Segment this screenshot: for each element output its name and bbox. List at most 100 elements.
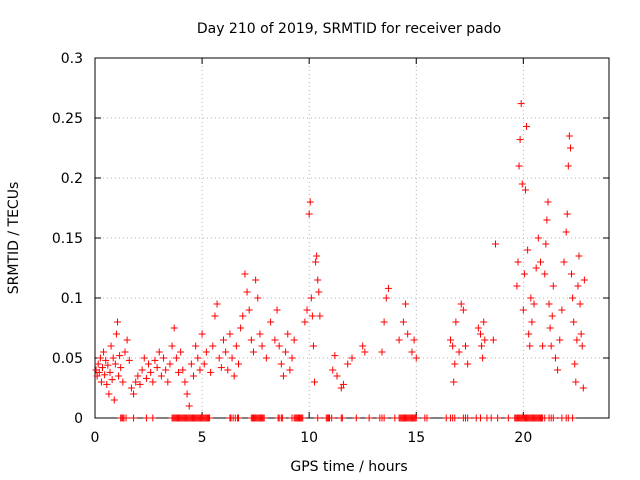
data-point [544,198,552,206]
data-point [479,354,487,362]
data-point [570,318,578,326]
data-point [290,336,298,344]
data-point [309,342,317,350]
data-point [224,366,232,374]
data-point [380,414,388,422]
data-point [93,372,101,380]
data-point [311,378,319,386]
data-point [119,378,127,386]
data-point [548,312,556,320]
data-point [301,318,309,326]
data-point [504,414,512,422]
data-point [380,318,388,326]
data-point [113,318,121,326]
data-point [571,360,579,368]
data-point [573,336,581,344]
data-point [339,380,347,388]
data-point [539,342,547,350]
data-point [140,354,148,362]
data-point [234,360,242,368]
data-point [196,366,204,374]
data-point [254,294,262,302]
data-point [181,378,189,386]
data-point [170,324,178,332]
data-point [142,374,150,382]
data-point [361,348,369,356]
y-tick-label: 0.25 [52,111,83,127]
data-point [520,270,528,278]
y-tick-label: 0.05 [52,351,83,367]
data-point [481,336,489,344]
data-point [277,360,285,368]
data-point [333,372,341,380]
data-point [202,348,210,356]
data-point [545,300,553,308]
data-point [408,348,416,356]
data-point [399,318,407,326]
data-point [226,330,234,338]
data-point [98,364,106,372]
data-point [175,368,183,376]
data-point [249,348,257,356]
data-point [101,371,109,379]
data-point [103,380,111,388]
data-point [149,378,157,386]
data-point [464,360,472,368]
data-point [331,352,339,360]
data-point [164,378,172,386]
data-point [517,100,525,108]
data-point [213,300,221,308]
data-point [551,354,559,362]
data-point [314,276,322,284]
data-point [337,384,345,392]
data-point [187,360,195,368]
data-point [151,356,159,364]
data-point [228,354,236,362]
data-point [278,414,286,422]
data-point [395,336,403,344]
data-point [179,366,187,374]
data-point [117,364,125,372]
data-point [313,252,321,260]
data-point [450,378,458,386]
data-point [132,378,140,386]
data-point [513,282,521,290]
data-point [147,368,155,376]
data-point [477,414,484,422]
data-point [404,330,412,338]
data-point [528,318,536,326]
data-point [410,336,418,344]
axis-ticks: 0 5 10 15 20 0 0.05 0.1 0.15 0.2 0.25 0.3 [52,51,609,446]
data-point [232,342,240,350]
data-points [92,100,588,422]
data-point [168,342,176,350]
data-point [230,372,238,380]
data-point [384,284,392,292]
data-point [136,380,144,388]
y-tick-label: 0 [74,411,83,427]
data-point [258,342,266,350]
data-point [284,330,292,338]
data-point [107,342,115,350]
data-point [234,414,242,422]
data-point [402,300,410,308]
data-point [534,234,542,242]
data-point [451,414,459,422]
data-point [273,306,281,314]
data-point [515,162,523,170]
data-point [459,306,467,314]
data-point [130,390,138,398]
data-point [575,252,583,260]
data-point [209,342,217,350]
data-point [563,210,571,218]
data-point [546,324,554,332]
data-point [566,144,574,152]
data-point [145,360,153,368]
data-point [243,288,251,296]
data-point [352,414,360,422]
data-point [104,361,112,369]
data-point [523,122,531,130]
data-point [177,348,185,356]
data-point [183,390,191,398]
